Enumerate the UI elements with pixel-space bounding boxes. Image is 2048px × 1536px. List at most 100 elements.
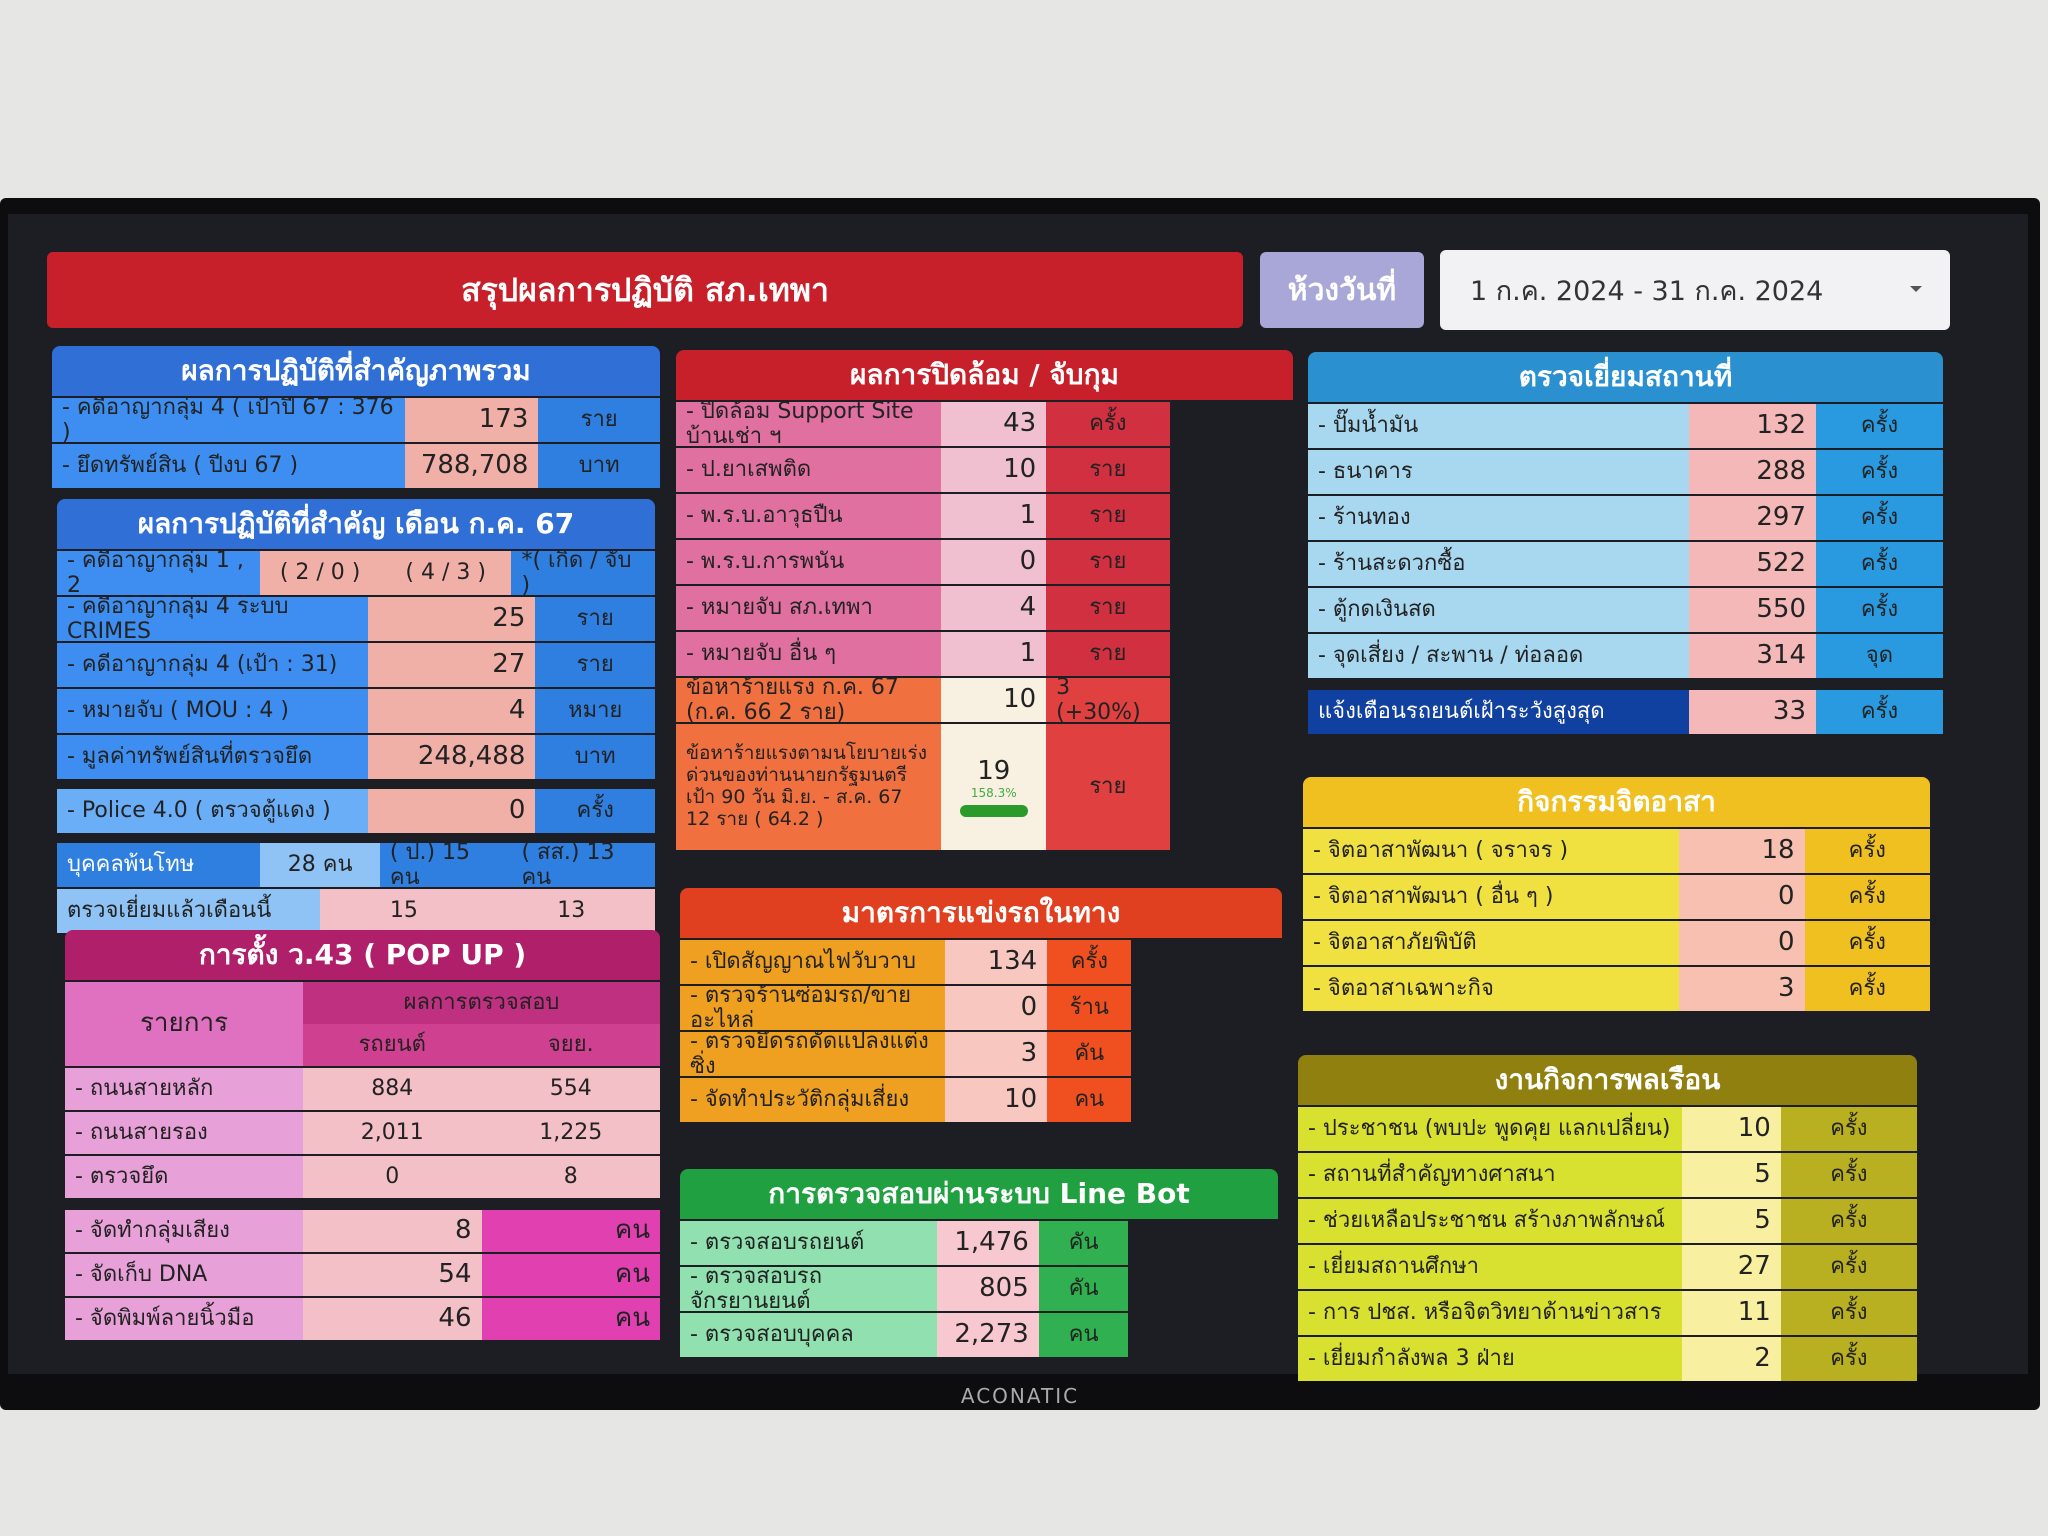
row-value: จุด	[1816, 634, 1943, 678]
row-value: 54	[303, 1254, 482, 1296]
row-value: ( 4 / 3 )	[379, 551, 512, 595]
table-row: - คดีอาญากลุ่ม 4 ( เป้าปี 67 : 376 ) 173 ร…	[52, 396, 660, 442]
header-cell: รถยนต์	[303, 1024, 482, 1066]
row-value: ครั้ง	[1780, 1153, 1917, 1197]
panel-title: มาตรการแข่งรถในทาง	[680, 888, 1282, 938]
row-value: ครั้ง	[1780, 1337, 1917, 1381]
header-cell: ผลการตรวจสอบ	[303, 982, 660, 1024]
table-row: - ตรวจสอบบุคคล 2,273 คน	[680, 1311, 1129, 1357]
row-label: - ร้านสะดวกซื้อ	[1308, 542, 1689, 586]
row-label: - จุดเสี่ยง / สะพาน / ท่อลอด	[1308, 634, 1689, 678]
row-label: - จัดทำกลุ่มเสียง	[65, 1210, 303, 1252]
row-value: 27	[1681, 1245, 1781, 1289]
row-value: ครั้ง	[1046, 402, 1170, 446]
table-row: บุคคลพ้นโทษ 28 คน( ป.) 15 คน( สส.) 13 คน	[57, 841, 655, 887]
row-label: - จิตอาสาพัฒนา ( จราจร )	[1303, 829, 1680, 873]
table-row: - มูลค่าทรัพย์สินที่ตรวจยึด 248,488 บาท	[57, 733, 655, 779]
row-value: ราย	[1046, 494, 1170, 538]
table-row: - ตู้กดเงินสด 550 ครั้ง	[1308, 586, 1943, 632]
panel: การตรวจสอบผ่านระบบ Line Bot - ตรวจสอบรถยน…	[680, 1169, 1278, 1357]
panel: ผลการปฏิบัติที่สำคัญ เดือน ก.ค. 67 - คดีอ…	[57, 499, 655, 933]
row-label: - จัดทำประวัติกลุ่มเสี่ยง	[680, 1078, 945, 1122]
row-label: - ถนนสายหลัก	[65, 1068, 303, 1110]
row-label: ข้อหาร้ายแรง ก.ค. 67 (ก.ค. 66 2 ราย)	[676, 678, 942, 722]
row-label: - พ.ร.บ.อาวุธปืน	[676, 494, 942, 538]
row-value: 0	[1679, 921, 1805, 965]
row-label: - การ ปชส. หรือจิตวิทยาด้านข่าวสาร	[1298, 1291, 1682, 1335]
row-value: ครั้ง	[1804, 921, 1930, 965]
row-value: 46	[303, 1298, 482, 1340]
row-value: ราย	[1046, 586, 1170, 630]
table-row: - ธนาคาร 288 ครั้ง	[1308, 448, 1943, 494]
row-value: 43	[941, 402, 1047, 446]
row-value: ราย	[1046, 540, 1170, 584]
row-value: คน	[1038, 1313, 1129, 1357]
table-row: - คดีอาญากลุ่ม 4 (เป้า : 31) 27 ราย	[57, 641, 655, 687]
table-row: - ร้านทอง 297 ครั้ง	[1308, 494, 1943, 540]
row-value: ครั้ง	[535, 789, 655, 833]
row-value: 1,225	[481, 1112, 660, 1154]
row-value: บาท	[538, 444, 660, 488]
dashboard-title: สรุปผลการปฏิบัติ สภ.เทพา	[47, 252, 1243, 328]
panel-title: งานกิจการพลเรือน	[1298, 1055, 1917, 1105]
row-value: 805	[937, 1267, 1039, 1311]
row-value: 554	[481, 1068, 660, 1110]
panel: ตรวจเยี่ยมสถานที่ - ปั๊มน้ำมัน 132 ครั้ง - ธ…	[1308, 352, 1943, 734]
row-label: - ตรวจสอบรถจักรยานยนต์	[680, 1267, 938, 1311]
row-value: ครั้ง	[1816, 404, 1943, 448]
row-value: ราย	[538, 398, 660, 442]
row-label: บุคคลพ้นโทษ	[57, 843, 261, 887]
table-row: - จัดทำกลุ่มเสียง 8 คน	[65, 1208, 660, 1252]
table-row: - พ.ร.บ.การพนัน 0 ราย	[676, 538, 1170, 584]
row-value: 314	[1689, 634, 1816, 678]
row-label: - ธนาคาร	[1308, 450, 1689, 494]
row-value: 10	[941, 448, 1047, 492]
row-label: แจ้งเตือนรถยนต์เฝ้าระวังสูงสุด	[1308, 690, 1689, 734]
header-group: ผลการตรวจสอบ รถยนต์ จยย.	[303, 982, 660, 1066]
panel: งานกิจการพลเรือน - ประชาชน (พบปะ พูดคุย แ…	[1298, 1055, 1917, 1381]
row-label: - ยึดทรัพย์สิน ( ปีงบ 67 )	[52, 444, 405, 488]
table-row: - การ ปชส. หรือจิตวิทยาด้านข่าวสาร 11 ครั้…	[1298, 1289, 1917, 1335]
table-row: - ปั๊มน้ำมัน 132 ครั้ง	[1308, 402, 1943, 448]
row-value: 2	[1681, 1337, 1781, 1381]
row-label: - ตรวจยึด	[65, 1156, 303, 1198]
row-value: 522	[1689, 542, 1816, 586]
row-value: 11	[1681, 1291, 1781, 1335]
panel-title: ตรวจเยี่ยมสถานที่	[1308, 352, 1943, 402]
table-row: - ปิดล้อม Support Site บ้านเช่า ฯ 43 ครั้ง	[676, 400, 1170, 446]
table-row: แจ้งเตือนรถยนต์เฝ้าระวังสูงสุด 33 ครั้ง	[1308, 688, 1943, 734]
row-value: 2,011	[303, 1112, 482, 1154]
period-selector[interactable]: 1 ก.ค. 2024 - 31 ก.ค. 2024	[1440, 250, 1950, 330]
row-value: *( เกิด / จับ )	[511, 551, 655, 595]
row-value: 4	[941, 586, 1047, 630]
table-row: - หมายจับ ( MOU : 4 ) 4 หมาย	[57, 687, 655, 733]
row-value: หมาย	[535, 689, 655, 733]
row-value: ครั้ง	[1780, 1107, 1917, 1151]
row-label: - ร้านทอง	[1308, 496, 1689, 540]
gauge-bar	[959, 804, 1028, 817]
row-value: 13	[487, 889, 655, 933]
row-label: - ปิดล้อม Support Site บ้านเช่า ฯ	[676, 402, 942, 446]
row-value: 10	[944, 1078, 1048, 1122]
table-row: - ตรวจสอบรถยนต์ 1,476 คัน	[680, 1219, 1129, 1265]
row-value: 1	[941, 494, 1047, 538]
table-row: - ตรวจยึดรถดัดแปลงแต่งซิ่ง 3 คัน	[680, 1030, 1132, 1076]
table-row: - จุดเสี่ยง / สะพาน / ท่อลอด 314 จุด	[1308, 632, 1943, 678]
row-value: 8	[481, 1156, 660, 1198]
row-value: ครั้ง	[1047, 940, 1132, 984]
table-row: - หมายจับ สภ.เทพา 4 ราย	[676, 584, 1170, 630]
row-label: - Police 4.0 ( ตรวจตู้แดง )	[57, 789, 368, 833]
panel-title: ผลการปฏิบัติที่สำคัญ เดือน ก.ค. 67	[57, 499, 655, 549]
table-row: - ป.ยาเสพติด 10 ราย	[676, 446, 1170, 492]
panel-title: การตั้ง ว.43 ( POP UP )	[65, 930, 660, 980]
row-value: 884	[303, 1068, 482, 1110]
row-value: ครั้ง	[1780, 1199, 1917, 1243]
panel: กิจกรรมจิตอาสา - จิตอาสาพัฒนา ( จราจร ) 18…	[1303, 777, 1930, 1011]
row-label: - คดีอาญากลุ่ม 4 ระบบ CRIMES	[57, 597, 368, 641]
table-row: - ประชาชน (พบปะ พูดคุย แลกเปลี่ยน) 10 ครั้…	[1298, 1105, 1917, 1151]
row-label: - สถานที่สำคัญทางศาสนา	[1298, 1153, 1682, 1197]
table-row: - จิตอาสาพัฒนา ( อื่น ๆ ) 0 ครั้ง	[1303, 873, 1930, 919]
row-value: 25	[367, 597, 536, 641]
row-value: 15	[320, 889, 488, 933]
